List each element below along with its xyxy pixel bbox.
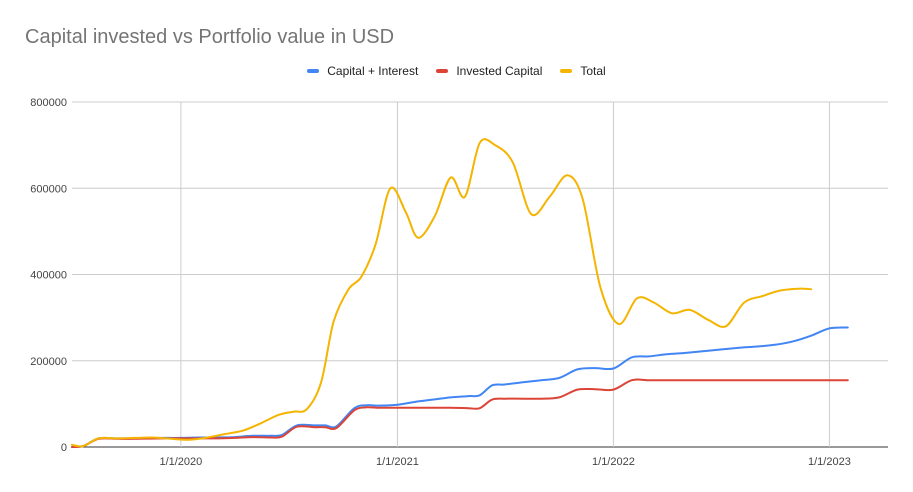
legend-label-invested-capital: Invested Capital <box>456 64 543 78</box>
x-tick-label: 1/1/2021 <box>376 456 419 468</box>
legend-swatch-total <box>560 69 573 73</box>
y-tick-label: 600000 <box>30 183 67 195</box>
legend-swatch-capital-interest <box>307 69 320 73</box>
series-line-invested-capital[interactable] <box>71 378 849 449</box>
legend: Capital + Interest Invested Capital Tota… <box>0 64 913 78</box>
legend-label-capital-interest: Capital + Interest <box>327 64 419 78</box>
series-line-capital-interest[interactable] <box>71 326 849 449</box>
legend-item-invested-capital[interactable]: Invested Capital <box>436 64 542 78</box>
legend-item-capital-interest[interactable]: Capital + Interest <box>307 64 418 78</box>
chart-title: Capital invested vs Portfolio value in U… <box>25 26 395 48</box>
x-tick-label: 1/1/2023 <box>808 456 851 468</box>
series-line-total[interactable] <box>71 138 813 448</box>
y-tick-label: 800000 <box>30 97 67 109</box>
grid-layer <box>72 101 888 448</box>
y-tick-label: 0 <box>61 442 67 454</box>
x-tick-label: 1/1/2020 <box>159 456 202 468</box>
x-tick-label: 1/1/2022 <box>592 456 635 468</box>
axis-layer: 0 200000 400000 600000 800000 1/1/2020 1/1/202… <box>30 97 851 468</box>
legend-swatch-invested-capital <box>436 69 449 73</box>
y-tick-label: 400000 <box>30 270 67 282</box>
legend-item-total[interactable]: Total <box>560 64 606 78</box>
series-layer <box>71 138 849 449</box>
legend-label-total: Total <box>580 64 606 78</box>
y-tick-label: 200000 <box>30 356 67 368</box>
